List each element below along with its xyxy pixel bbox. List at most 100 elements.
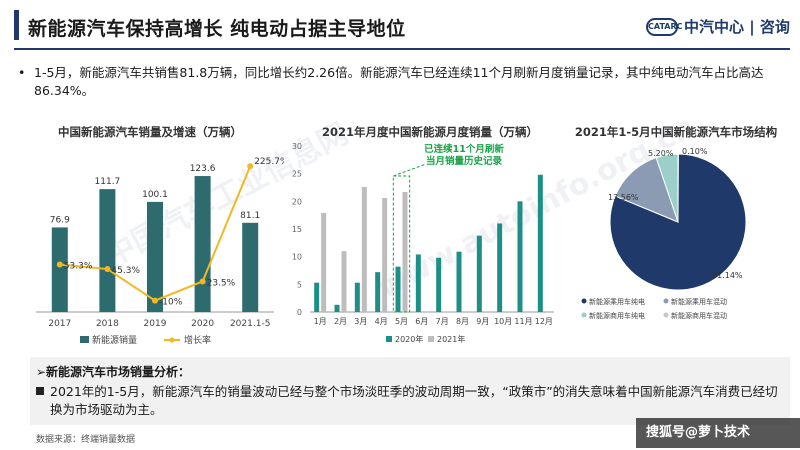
legend-label: 新能源商用车混动 [671, 311, 727, 320]
analysis-body: 2021年的1-5月，新能源汽车的销量波动已经与整个市场淡旺季的波动周期一致，“… [36, 383, 784, 419]
legend-label-2021: 2021年 [437, 334, 465, 344]
bar-2021 [341, 251, 347, 312]
growth-point [152, 297, 158, 304]
y-tick-label: 5 [297, 280, 302, 289]
bar-2020 [395, 266, 401, 312]
y-tick-label: 15 [292, 225, 302, 234]
data-source-note: 数据来源：终端销量数据 [36, 435, 136, 445]
legend-label: 新能源乘用车纯电 [589, 297, 645, 306]
annotation-line-1: 已连续11个月刷新 [424, 143, 504, 155]
bar-value-label: 111.7 [95, 177, 121, 187]
bar-sales [147, 201, 163, 312]
legend-swatch-2020 [386, 336, 392, 342]
x-tick-label: 6月 [415, 317, 428, 326]
title-accent [14, 10, 19, 40]
x-tick-label: 11月 [514, 317, 532, 326]
x-tick-label: 1月 [314, 317, 327, 326]
x-tick-label: 2021.1-5 [230, 319, 270, 329]
pie-slice [655, 153, 679, 223]
annotation-leader [393, 163, 427, 177]
analysis-box: ➢新能源汽车市场销量分析： 2021年的1-5月，新能源汽车的销量波动已经与整个… [30, 357, 790, 425]
bar-2020 [537, 174, 543, 312]
x-tick-label: 2017 [48, 319, 71, 329]
x-tick-label: 2月 [334, 317, 347, 326]
legend-marker-growth [169, 337, 175, 343]
bar-2020 [436, 257, 442, 312]
growth-value-label: 45.3% [111, 266, 140, 276]
y-tick-label: 25 [292, 170, 302, 179]
chart3-title: 2021年1-5月中国新能源汽车市场结构 [574, 125, 778, 139]
bullet-marker: • [18, 65, 26, 80]
legend-label: 新能源商用车纯电 [589, 311, 645, 320]
analysis-title: ➢新能源汽车市场销量分析： [36, 365, 191, 379]
chart1-title: 中国新能源汽车销量及增速（万辆） [58, 125, 242, 139]
legend-swatch-sales [80, 336, 89, 343]
bar-2020 [415, 254, 421, 312]
summary-bullet: • 1-5月，新能源汽车共销售81.8万辆，同比增长约2.26倍。新能源汽车已经… [18, 64, 774, 100]
x-tick-label: 4月 [375, 317, 388, 326]
header-divider [14, 48, 790, 50]
x-tick-label: 5月 [395, 317, 408, 326]
legend-dot [663, 312, 669, 318]
pie-slice [614, 156, 679, 223]
bar-sales [51, 227, 68, 312]
chart-monthly-sales: 0 5 10 15 20 25 30 1月 2月 3月 4月 5月 6月 7月 8月 9月 10月 11月 12月 已… [292, 142, 554, 344]
growth-value-label: -10% [159, 298, 183, 308]
bar-2021 [321, 212, 327, 312]
highlight-box [392, 175, 411, 313]
bar-2020 [497, 223, 503, 312]
pie-value-label: 0.10% [682, 147, 708, 156]
x-tick-label: 3月 [354, 317, 367, 326]
logo-text: 中汽中心 | 咨询 [684, 18, 790, 36]
y-tick-label: 10 [292, 253, 302, 262]
annotation-line-2: 当月销量历史记录 [426, 155, 503, 167]
header: 新能源汽车保持高增长 纯电动占据主导地位 CATARC 中汽中心 | 咨询 [0, 0, 800, 52]
x-tick-label: 2019 [144, 319, 167, 329]
bar-2020 [354, 282, 360, 312]
growth-value-label: 23.5% [207, 278, 236, 288]
chart-sales-growth: 76.9 2017 111.7 2018 100.1 2019 123.6 2020 81.1 2… [36, 157, 284, 346]
y-tick-label: 20 [292, 197, 302, 206]
bar-sales [99, 189, 116, 312]
bar-2020 [517, 201, 523, 312]
legend-label-2020: 2020年 [395, 334, 423, 344]
growth-value-label: 225.7% [254, 157, 284, 167]
analysis-text: 2021年的1-5月，新能源汽车的销量波动已经与整个市场淡旺季的波动周期一致，“… [50, 384, 778, 417]
x-tick-label: 12月 [535, 317, 553, 326]
bar-2021 [382, 198, 388, 312]
bar-value-label: 76.9 [50, 215, 70, 225]
growth-value-label: 53.3% [64, 261, 93, 271]
x-tick-label: 10月 [494, 317, 512, 326]
summary-text: 1-5月，新能源汽车共销售81.8万辆，同比增长约2.26倍。新能源汽车已经连续… [34, 65, 764, 98]
bar-sales [194, 176, 211, 312]
page-title: 新能源汽车保持高增长 纯电动占据主导地位 [28, 18, 406, 40]
square-bullet-icon [36, 387, 44, 395]
growth-point [56, 261, 63, 268]
legend-label-sales: 新能源销量 [92, 334, 137, 346]
x-tick-label: 2018 [96, 319, 119, 329]
legend-dot [663, 298, 669, 304]
legend-dot [581, 312, 587, 318]
growth-point [247, 163, 254, 170]
x-tick-label: 8月 [456, 317, 469, 326]
bar-2020 [334, 304, 340, 312]
growth-point [199, 278, 206, 285]
bar-2020 [375, 272, 381, 312]
bar-sales [242, 222, 259, 312]
bar-2021 [402, 191, 408, 312]
legend-dot [581, 298, 587, 304]
pie-slice [609, 153, 747, 291]
y-tick-label: 0 [297, 308, 302, 317]
x-tick-label: 7月 [436, 317, 449, 326]
legend-swatch-2021 [428, 336, 434, 342]
growth-point [104, 266, 111, 273]
pie-value-label: 5.20% [648, 149, 674, 158]
pie-value-label: 13.56% [608, 193, 639, 202]
x-tick-label: 2020 [191, 319, 214, 329]
chart-market-structure: 81.14% 13.56% 5.20% 0.10% 新能源乘用车纯电 新能源乘用车混动新能… [581, 147, 747, 320]
bar-2020 [456, 251, 462, 312]
bar-2020 [314, 282, 320, 312]
bar-value-label: 81.1 [240, 211, 260, 221]
bar-2021 [361, 186, 367, 312]
bar-value-label: 100.1 [142, 190, 168, 200]
